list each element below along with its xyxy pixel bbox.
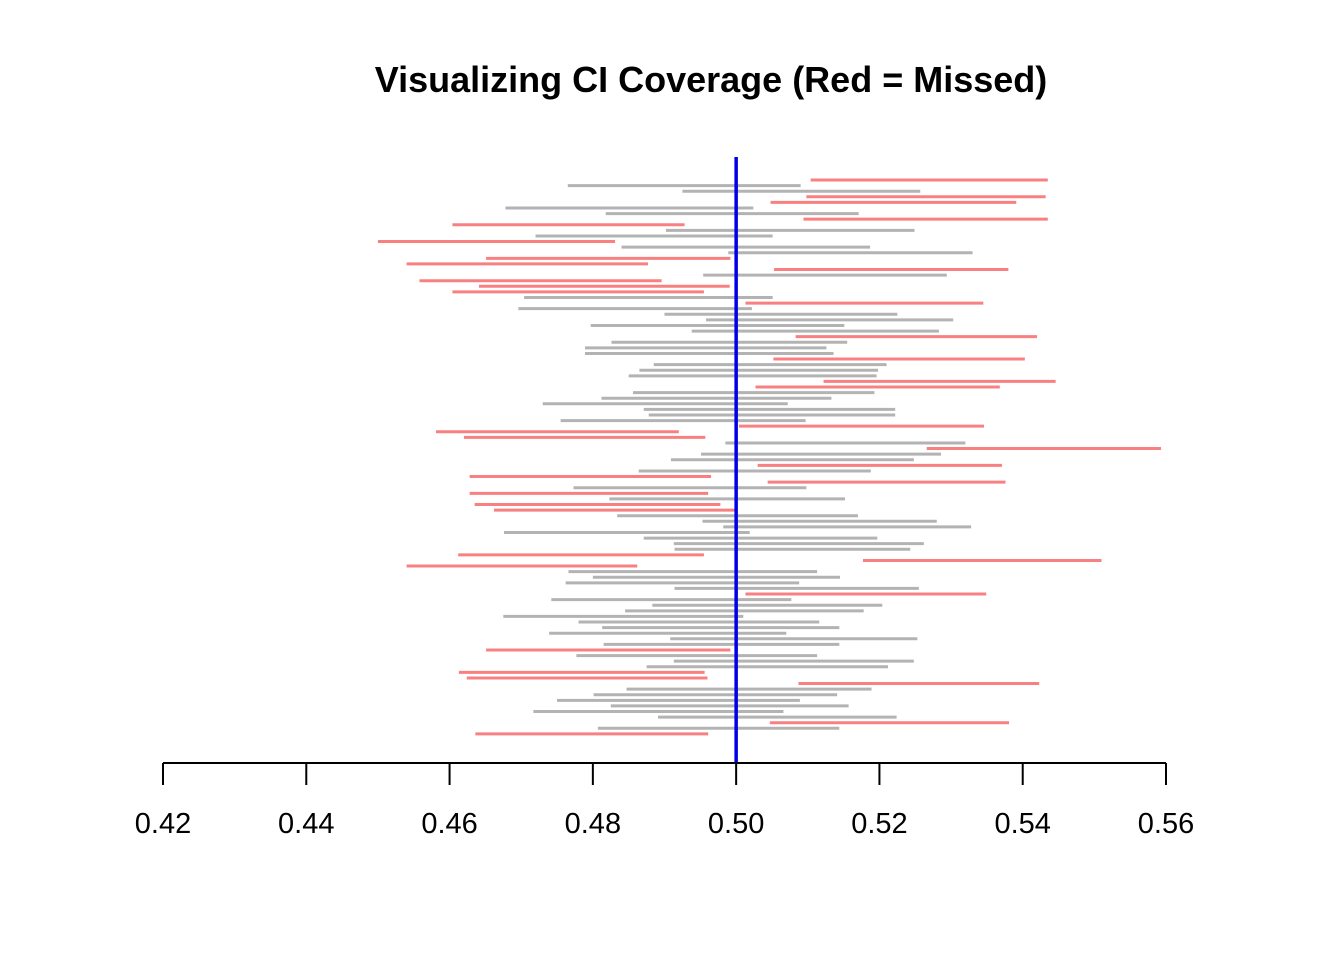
chart-title: Visualizing CI Coverage (Red = Missed) bbox=[375, 59, 1048, 100]
x-tick-label: 0.52 bbox=[851, 808, 907, 840]
x-tick-label: 0.44 bbox=[278, 808, 334, 840]
x-tick-label: 0.54 bbox=[994, 808, 1050, 840]
x-tick-label: 0.50 bbox=[708, 808, 764, 840]
x-tick-label: 0.56 bbox=[1138, 808, 1194, 840]
x-tick-label: 0.42 bbox=[135, 808, 191, 840]
interval-group bbox=[377, 178, 1161, 736]
x-tick-label: 0.46 bbox=[421, 808, 477, 840]
x-axis: 0.42 0.44 0.46 0.48 0.50 0.52 0.54 0.56 bbox=[135, 762, 1194, 840]
x-tick-label: 0.48 bbox=[565, 808, 621, 840]
